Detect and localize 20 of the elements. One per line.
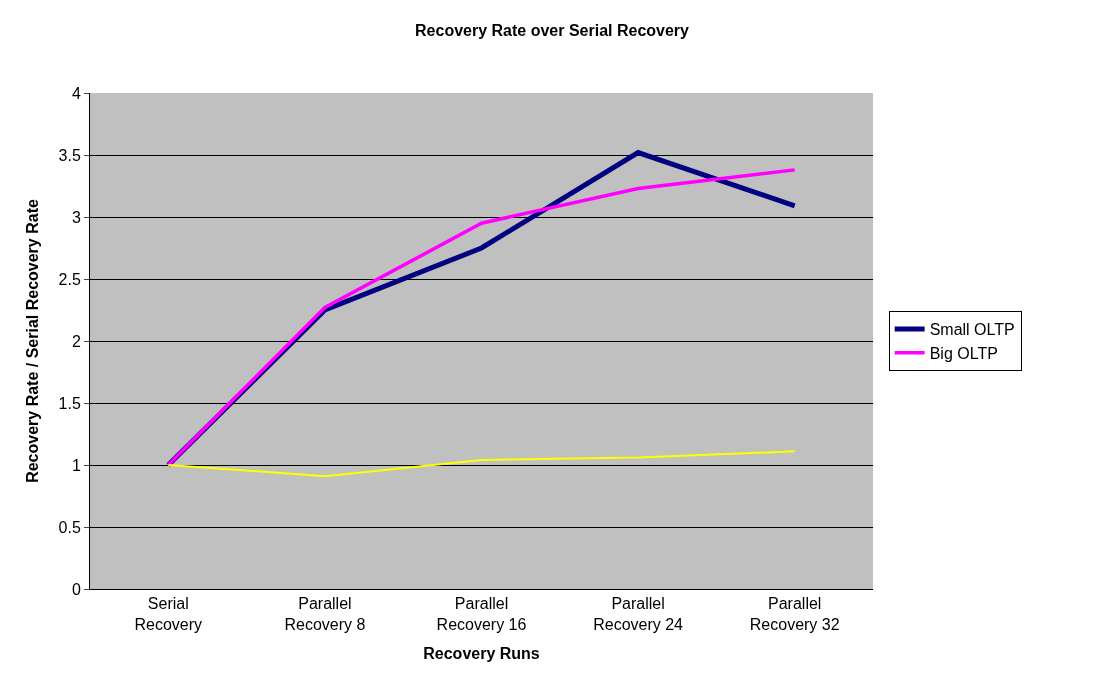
x-tick-label: Parallel Recovery 8 [284, 595, 366, 633]
y-tick-label: 4 [71, 84, 81, 102]
y-tick-label: 3.5 [58, 146, 81, 164]
x-axis-title: Recovery Runs [423, 644, 540, 662]
x-tick-label: Parallel Recovery 24 [593, 595, 684, 633]
legend-label: Small OLTP [929, 321, 1015, 339]
y-tick-label: 2 [71, 332, 81, 350]
y-tick-label: 1.5 [58, 394, 81, 412]
y-tick-label: 1 [71, 456, 81, 474]
x-tick-label: Parallel Recovery 16 [436, 595, 527, 633]
y-tick-label: 0.5 [58, 518, 81, 536]
x-tick-label: Parallel Recovery 32 [749, 595, 840, 633]
x-tick-label: Serial Recovery [134, 595, 203, 633]
chart-title: Recovery Rate over Serial Recovery [415, 21, 690, 39]
line-series [167, 450, 796, 478]
y-tick-label: 0 [71, 580, 81, 598]
y-tick-label: 2.5 [58, 270, 81, 288]
legend-label: Big OLTP [929, 344, 998, 362]
y-axis-title: Recovery Rate / Serial Recovery Rate [24, 199, 42, 483]
y-tick-label: 3 [71, 208, 81, 226]
